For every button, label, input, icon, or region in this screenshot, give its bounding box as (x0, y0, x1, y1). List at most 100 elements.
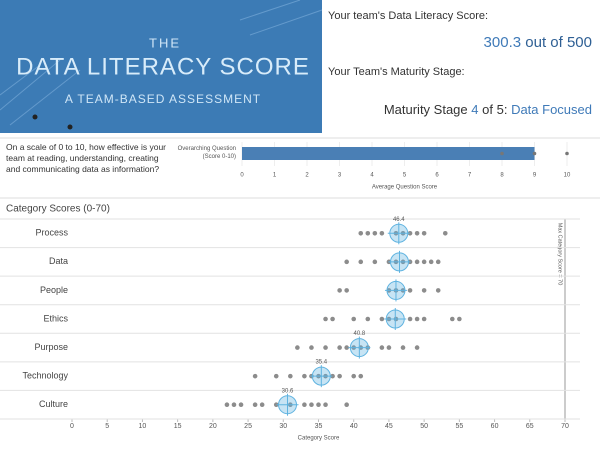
response-dot (428, 259, 434, 265)
x-tick-label: 9 (533, 173, 537, 179)
response-dot (252, 402, 258, 408)
x-tick-label: 10 (564, 173, 571, 179)
response-dot (442, 230, 448, 236)
x-tick-label: 5 (403, 173, 407, 179)
response-dot (337, 345, 342, 350)
category-label: People (40, 285, 68, 295)
category-label: Purpose (34, 342, 68, 352)
maturity-of: of 5: (482, 102, 508, 117)
response-dot (344, 259, 349, 265)
response-dot (316, 402, 321, 408)
response-dot (435, 259, 441, 265)
category-label: Data (49, 256, 68, 266)
response-dot (421, 230, 427, 236)
response-dot (302, 373, 307, 379)
x-tick-label: 45 (385, 423, 393, 430)
response-dot (414, 316, 420, 322)
x-tick-label: 55 (455, 423, 463, 430)
x-tick-label: 15 (174, 423, 182, 430)
response-dot (273, 402, 279, 408)
value-label: 35.4 (315, 360, 327, 366)
response-dot (323, 316, 328, 322)
response-dot (500, 151, 504, 156)
response-dot (414, 259, 420, 265)
response-dot (358, 373, 364, 379)
category-label: Ethics (43, 313, 68, 323)
response-dot (457, 316, 462, 322)
x-tick-label: 30 (279, 423, 287, 430)
banner-decoration (32, 114, 38, 120)
response-dot (337, 373, 342, 379)
response-dot (365, 230, 371, 236)
x-tick-label: 4 (370, 173, 374, 179)
response-dot (344, 402, 349, 408)
response-dot (330, 316, 335, 322)
x-tick-label: 65 (526, 423, 534, 430)
category-label: Technology (22, 371, 68, 381)
response-dot (379, 345, 385, 350)
response-dot (351, 373, 357, 379)
response-dot (323, 402, 328, 408)
x-tick-label: 20 (209, 423, 217, 430)
response-dot (414, 345, 420, 350)
response-dot (379, 316, 385, 322)
score-value: 300.3 (483, 34, 522, 51)
response-dot (252, 373, 258, 379)
x-tick-label: 3 (338, 173, 342, 179)
banner-decoration (67, 124, 73, 130)
category-label: Culture (39, 399, 68, 409)
x-tick-label: 7 (468, 173, 472, 179)
response-dot (344, 288, 349, 293)
dot-chart-title: Category Scores (0-70) (6, 204, 110, 215)
response-dot (407, 288, 413, 293)
response-dot (309, 402, 314, 408)
response-dot (450, 316, 455, 322)
response-dot (259, 402, 265, 408)
bar-category: Overarching Question (Score 0-10) (177, 146, 236, 160)
category-label: Process (35, 228, 68, 238)
maturity-label: Your Team's Maturity Stage: (328, 66, 465, 78)
value-label: 40.8 (354, 331, 366, 337)
response-dot (407, 316, 413, 322)
response-dot (231, 402, 237, 408)
response-dot (344, 345, 349, 350)
response-dot (238, 402, 244, 408)
x-tick-label: 0 (240, 173, 244, 179)
x-tick-label: 10 (139, 423, 147, 430)
response-dot (323, 345, 328, 350)
reference-label: Max Category Score = 70 (557, 223, 563, 286)
response-dot (337, 288, 342, 293)
value-label: 46.4 (393, 217, 405, 223)
value-label: 30.6 (282, 388, 294, 394)
banner-kicker: THE (149, 35, 181, 50)
x-tick-label: 40 (350, 423, 358, 430)
response-dot (295, 345, 300, 350)
response-dot (379, 230, 385, 236)
banner (0, 0, 322, 133)
x-tick-label: 60 (491, 423, 499, 430)
response-dot (273, 373, 279, 379)
response-dot (414, 230, 420, 236)
x-tick-label: 1 (273, 173, 277, 179)
x-tick-label: 25 (244, 423, 252, 430)
response-dot (358, 230, 364, 236)
x-tick-label: 35 (315, 423, 323, 430)
response-dot (565, 151, 569, 156)
maturity-prefix: Maturity Stage (383, 102, 468, 117)
x-axis-label: Category Score (298, 436, 340, 442)
response-dot (421, 259, 427, 265)
score-label: Your team's Data Literacy Score: (328, 10, 489, 22)
response-dot (400, 345, 406, 350)
x-tick-label: 50 (420, 423, 428, 430)
response-dot (365, 316, 371, 322)
response-dot (330, 373, 335, 379)
x-tick-label: 6 (435, 173, 439, 179)
response-dot (421, 288, 427, 293)
response-dot (288, 373, 293, 379)
x-axis-label: Average Question Score (372, 185, 438, 191)
banner-subtitle: A TEAM-BASED ASSESSMENT (65, 92, 261, 106)
question: On a scale of 0 to 10, how effective is … (6, 142, 167, 174)
x-tick-label: 0 (70, 423, 74, 430)
